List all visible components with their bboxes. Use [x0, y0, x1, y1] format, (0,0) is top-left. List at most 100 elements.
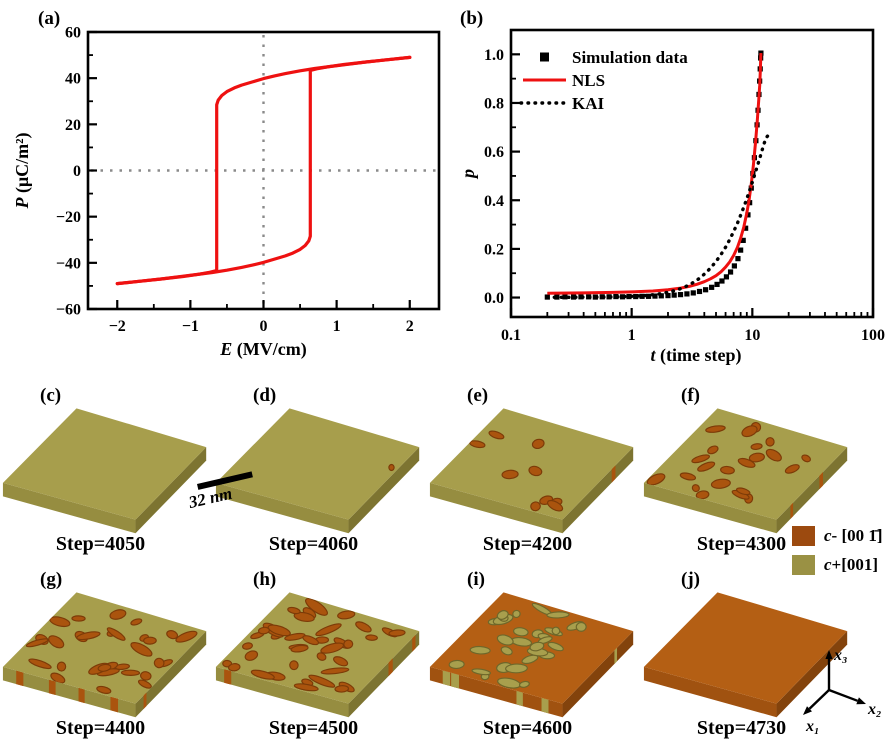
series-KAI [545, 134, 770, 299]
edge-stripe [412, 634, 416, 652]
sim-point [727, 269, 734, 275]
step-label-f: Step=4300 [696, 533, 787, 555]
domain-blob [109, 609, 127, 620]
domain-blob [320, 667, 350, 675]
domain-blob [166, 630, 179, 640]
domain-blob [257, 626, 270, 635]
sim-point [735, 256, 741, 262]
slab-right-face [562, 447, 634, 534]
domain-blob [56, 661, 67, 672]
edge-stripe [388, 658, 393, 676]
slab-right-face [348, 631, 420, 718]
svg-text:100: 100 [861, 327, 885, 344]
domain-blob [488, 430, 505, 440]
sim-point [696, 288, 703, 295]
sim-point [554, 294, 560, 300]
domain-blob [547, 641, 564, 652]
slab-top-face [215, 408, 420, 520]
switching-kinetics-chart: 0.1 1 10 100 0.0 0.2 0.4 0.6 0.8 1.0 Simulation da… [458, 28, 885, 366]
domain-blob [334, 685, 350, 693]
sim-point [652, 293, 658, 299]
domain-blob [551, 626, 561, 636]
plot-b: 0.1 1 10 100 0.0 0.2 0.4 0.6 0.8 1.0 Simulation da… [458, 28, 885, 366]
edge-stripe [442, 670, 451, 687]
domain-blob [48, 635, 65, 649]
domain-snapshot-d [215, 408, 420, 534]
domain-blob [691, 484, 700, 493]
edge-stripe [143, 692, 147, 709]
domain-blob [130, 642, 153, 657]
sim-point [719, 278, 725, 284]
c-plus-rest: +[001] [831, 554, 879, 574]
domain-blob [750, 443, 763, 451]
legend-text-1: NLS [572, 71, 605, 90]
svg-text:−60: −60 [56, 302, 81, 319]
step-label-c: Step=4050 [55, 533, 146, 555]
domain-blob [97, 663, 112, 672]
sim-point [723, 274, 730, 280]
c-minus-label: c- [00 1̄] [824, 526, 883, 546]
hysteresis-loop-chart: −2 −1 0 1 2 −60 −40 −20 0 20 40 60 E (MV/cm) P (μC/m²… [12, 25, 441, 360]
slab-top-face [643, 592, 848, 704]
snapshot-panel-f: (f) Step=4300 [641, 375, 854, 555]
domain-blob [705, 425, 726, 433]
edge-stripe [16, 670, 24, 687]
sim-point [639, 293, 645, 299]
domain-blob [388, 629, 406, 637]
plot-frame-a [86, 30, 441, 311]
svg-text:−20: −20 [56, 209, 81, 226]
sim-point [684, 291, 690, 297]
svg-text:60: 60 [65, 25, 81, 42]
svg-text:−1: −1 [182, 318, 199, 335]
svg-text:0: 0 [260, 318, 268, 335]
domain-snapshot-e [429, 408, 634, 534]
domain-blob [646, 473, 666, 486]
step-label-g: Step=4400 [55, 717, 146, 739]
domain-snapshot-i [429, 592, 634, 718]
domain-blob [741, 425, 758, 438]
sim-point [671, 292, 677, 298]
domain-blob [137, 679, 152, 689]
x3-axis-label: x₃ [833, 647, 848, 664]
sim-point [714, 281, 720, 288]
legend-row-c-plus: c+[001] [792, 550, 883, 579]
domain-blob [267, 624, 291, 637]
svg-text:1: 1 [628, 327, 636, 344]
slab-top-face [429, 408, 634, 520]
domain-blob [679, 472, 697, 481]
legend-row-c-minus: c- [00 1̄] [792, 521, 883, 550]
domain-blob [469, 440, 486, 449]
x2-axis-label: x₂ [867, 701, 882, 718]
domain-blob [695, 490, 710, 500]
sim-point [709, 284, 715, 290]
domain-blob [710, 478, 731, 489]
domain-blob [153, 657, 165, 669]
domain-blob [575, 621, 587, 632]
step-label-j: Step=4730 [696, 717, 787, 739]
step-label-d: Step=4060 [268, 533, 359, 555]
domain-blobs [448, 602, 587, 689]
domain-blob [302, 635, 320, 646]
slab-left-face [643, 482, 777, 534]
slab-right-face [348, 447, 420, 534]
edge-stripe [452, 673, 458, 689]
slab-left-face [215, 482, 349, 534]
edge-stripe [516, 690, 523, 707]
edge-stripe [110, 696, 119, 713]
domain-blob [531, 438, 545, 450]
svg-text:2: 2 [406, 318, 414, 335]
c-plus-var: c [824, 554, 832, 574]
edge-stripe [224, 669, 229, 684]
domain-blob [175, 630, 198, 643]
sim-point [677, 292, 684, 298]
sim-point [633, 293, 639, 300]
domain-blob [316, 652, 327, 661]
domain-blobs [388, 463, 395, 472]
domain-blob [333, 656, 349, 667]
domain-blob [293, 611, 315, 622]
panel-d-label: (d) [253, 385, 277, 406]
edge-stripe [790, 502, 794, 519]
c-minus-rest: - [00 1̄] [831, 525, 883, 545]
edge-stripe [611, 465, 616, 483]
panel-i-label: (i) [467, 569, 485, 590]
